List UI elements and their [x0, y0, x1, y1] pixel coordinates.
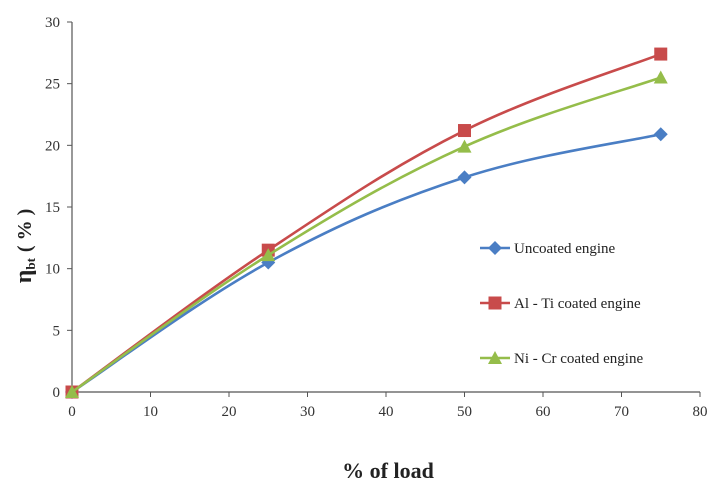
y-tick-label: 15	[45, 200, 60, 216]
legend-swatch-marker	[488, 351, 502, 364]
legend-label: Uncoated engine	[514, 241, 616, 257]
legend-label: Al - Ti coated engine	[514, 296, 641, 312]
data-point	[653, 127, 668, 142]
data-point	[654, 47, 668, 61]
legend-swatch-marker	[488, 241, 502, 255]
y-tick-label: 10	[45, 262, 60, 278]
y-tick-label: 25	[45, 77, 60, 93]
data-point	[457, 170, 472, 185]
data-point	[458, 124, 471, 138]
series-layer	[65, 47, 668, 399]
data-point	[65, 385, 79, 398]
series-line	[71, 52, 662, 394]
x-tick-label: 50	[457, 404, 472, 420]
legend: Uncoated engine Al - Ti coated engine Ni -…	[480, 241, 643, 367]
y-tick-label: 0	[53, 385, 61, 401]
x-axis-title: % of load	[342, 458, 434, 483]
x-tick-label: 40	[379, 404, 394, 420]
y-tick-label: 20	[45, 138, 60, 154]
data-point	[653, 70, 668, 84]
y-axis-title-sub: bt	[23, 257, 38, 269]
y-ticks: 0 5 10 15 20 25 30	[45, 15, 72, 401]
series-line	[71, 132, 662, 394]
y-axis-title-main: η	[11, 270, 37, 284]
legend-item: Ni - Cr coated engine	[480, 351, 643, 367]
y-axis-title-unit: ( % )	[14, 209, 36, 252]
x-tick-label: 20	[222, 404, 237, 420]
data-point	[261, 248, 276, 262]
y-axis-title: ηbt ( % )	[11, 209, 38, 284]
x-ticks: 0 10 20 30 40 50 60 70 80	[68, 392, 708, 420]
series-3	[65, 70, 668, 398]
legend-swatch-marker	[488, 296, 502, 310]
legend-item: Uncoated engine	[480, 241, 616, 257]
legend-label: Ni - Cr coated engine	[514, 351, 643, 367]
legend-item: Al - Ti coated engine	[480, 296, 641, 312]
x-tick-label: 70	[614, 404, 629, 420]
y-tick-label: 5	[53, 323, 61, 339]
x-tick-label: 80	[693, 404, 708, 420]
series-line	[71, 76, 662, 394]
x-tick-label: 10	[143, 404, 158, 420]
x-tick-label: 0	[68, 404, 76, 420]
x-tick-label: 60	[536, 404, 551, 420]
x-tick-label: 30	[300, 404, 315, 420]
y-tick-label: 30	[45, 15, 60, 31]
data-point	[457, 139, 472, 153]
